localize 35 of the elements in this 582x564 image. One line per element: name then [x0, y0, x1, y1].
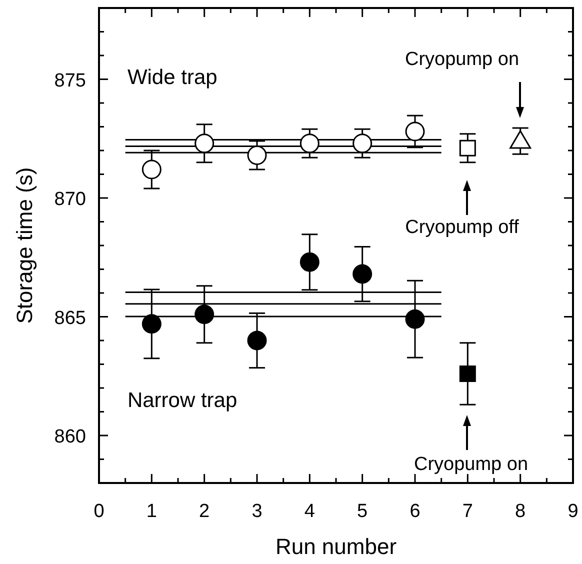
point [352, 264, 372, 284]
x-tick-label: 0 [94, 501, 104, 522]
x-tick-label: 7 [462, 501, 473, 522]
x-tick-label: 9 [568, 501, 578, 522]
point [142, 314, 162, 334]
x-tick-label: 8 [515, 501, 526, 522]
y-axis-title: Storage time (s) [12, 167, 37, 324]
y-tick-label: 870 [54, 189, 86, 210]
annotation: Cryopump on [414, 454, 528, 475]
point [352, 134, 372, 154]
x-tick-label: 5 [357, 501, 368, 522]
annotation: Wide trap [127, 66, 218, 89]
y-tick-label: 875 [54, 70, 86, 92]
annotation: Cryopump off [405, 217, 520, 238]
y-tick-label: 865 [54, 308, 86, 329]
x-tick-label: 3 [252, 501, 262, 522]
point [300, 252, 320, 272]
point [194, 134, 214, 154]
x-tick-label: 2 [199, 501, 210, 522]
x-tick-label: 4 [304, 501, 316, 522]
annotation: Narrow trap [127, 389, 238, 412]
point [300, 134, 320, 154]
point [247, 330, 267, 350]
point [247, 146, 267, 165]
x-tick-label: 6 [410, 501, 420, 522]
x-axis-title: Run number [275, 534, 397, 559]
point [405, 309, 425, 329]
point [405, 122, 425, 142]
annotation: Cryopump on [404, 49, 520, 70]
x-tick-label: 1 [146, 501, 157, 522]
point [459, 140, 476, 156]
point [194, 304, 214, 324]
point [142, 160, 162, 180]
point [459, 366, 476, 382]
y-tick-label: 860 [54, 426, 86, 448]
